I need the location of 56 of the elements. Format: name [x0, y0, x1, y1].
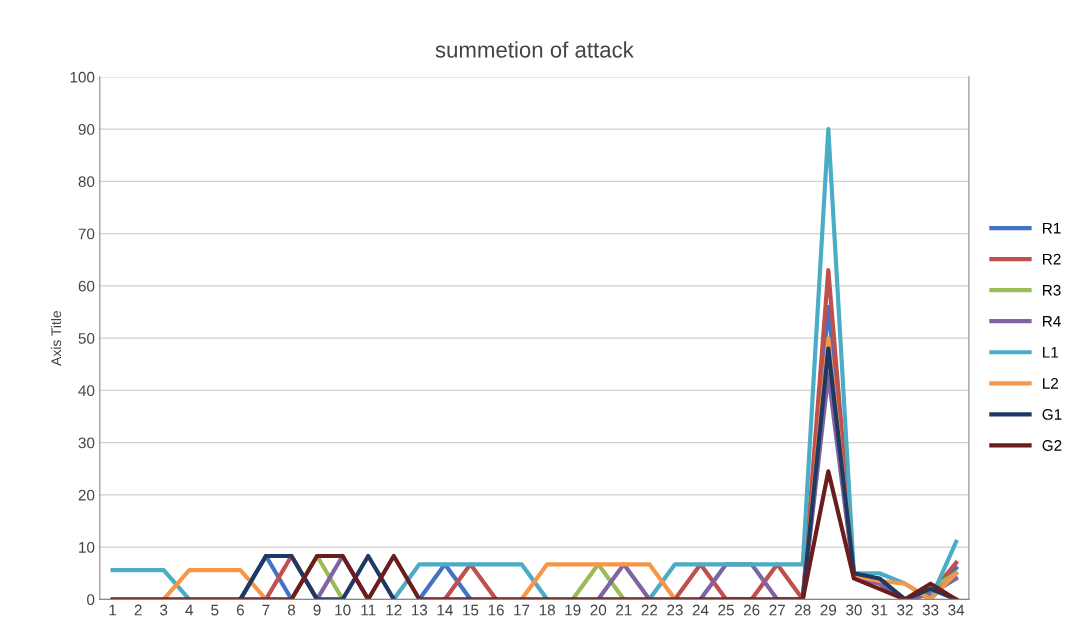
legend-label: G1: [1042, 409, 1062, 420]
legend-label: R4: [1043, 316, 1061, 327]
x-tick-label: 7: [262, 604, 270, 616]
x-tick-label: 3: [160, 604, 168, 616]
x-tick-label: 17: [514, 604, 530, 616]
legend-label: R1: [1043, 222, 1061, 234]
x-tick-label: 2: [134, 604, 142, 616]
x-tick-label: 6: [236, 604, 244, 616]
x-tick-label: 32: [897, 604, 913, 616]
x-tick-label: 19: [565, 604, 581, 616]
y-axis-title: Axis Title: [50, 310, 62, 366]
x-tick-label: 12: [386, 604, 402, 616]
legend-label: R2: [1043, 253, 1061, 265]
y-tick-label: 0: [87, 594, 95, 606]
y-tick-label: 80: [78, 176, 95, 188]
y-tick-label: 10: [79, 541, 95, 553]
legend-label: L1: [1043, 347, 1059, 358]
y-tick-label: 50: [78, 333, 95, 344]
x-tick-label: 34: [948, 604, 965, 616]
x-tick-label: 5: [211, 604, 219, 616]
legend-label: G2: [1042, 440, 1062, 451]
y-tick-label: 70: [78, 228, 95, 240]
x-tick-label: 11: [361, 604, 376, 616]
y-tick-label: 40: [78, 385, 95, 397]
x-tick-label: 20: [590, 604, 607, 616]
x-tick-label: 8: [287, 604, 296, 616]
x-tick-label: 22: [641, 604, 658, 616]
x-tick-label: 18: [539, 604, 555, 616]
x-tick-label: 10: [335, 604, 351, 616]
legend-label: L2: [1043, 377, 1058, 389]
y-tick-label: 30: [78, 437, 95, 449]
y-tick-label: 100: [70, 71, 95, 83]
x-tick-label: 24: [692, 604, 709, 616]
x-tick-label: 15: [463, 604, 479, 616]
x-tick-label: 29: [820, 604, 837, 616]
x-tick-label: 1: [109, 604, 117, 616]
y-tick-label: 60: [78, 280, 95, 292]
x-tick-label: 9: [313, 604, 321, 616]
x-tick-label: 27: [769, 604, 785, 616]
x-tick-label: 16: [488, 604, 504, 616]
chart-title: summetion of attack: [435, 41, 634, 58]
y-tick-label: 20: [78, 489, 95, 501]
y-tick-label: 90: [78, 124, 95, 135]
x-tick-label: 23: [667, 604, 683, 616]
x-tick-label: 33: [922, 604, 939, 616]
legend-label: R3: [1043, 284, 1061, 296]
x-tick-label: 14: [437, 604, 453, 616]
x-tick-label: 26: [743, 604, 760, 616]
x-tick-label: 21: [616, 604, 632, 616]
x-tick-label: 31: [871, 604, 888, 616]
x-tick-label: 28: [795, 604, 811, 616]
line-series: [110, 469, 959, 600]
x-tick-label: 25: [718, 604, 734, 616]
x-tick-label: 30: [845, 604, 862, 616]
x-tick-label: 4: [185, 604, 194, 616]
x-tick-label: 13: [411, 604, 428, 616]
